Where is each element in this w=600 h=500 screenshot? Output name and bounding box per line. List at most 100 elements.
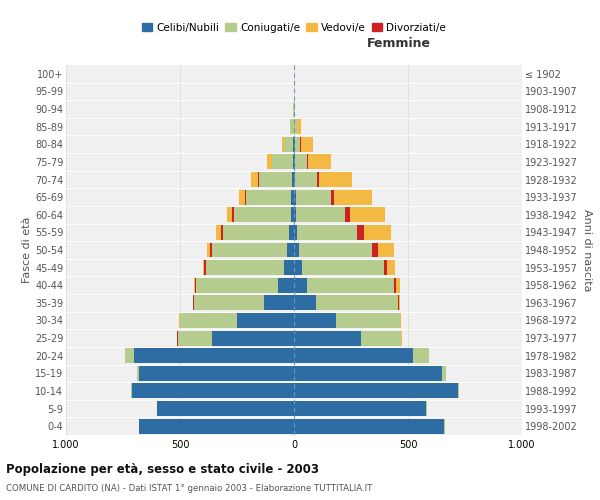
- Bar: [295, 154, 307, 170]
- Bar: [294, 137, 295, 152]
- Bar: [284, 260, 294, 275]
- Bar: [205, 260, 206, 275]
- Bar: [357, 225, 364, 240]
- Bar: [319, 172, 352, 187]
- Bar: [290, 208, 294, 222]
- Bar: [295, 172, 317, 187]
- Bar: [212, 242, 287, 258]
- Bar: [137, 366, 139, 381]
- Text: Femmine: Femmine: [367, 37, 431, 50]
- Bar: [157, 401, 294, 416]
- Bar: [294, 260, 302, 275]
- Bar: [259, 172, 292, 187]
- Bar: [384, 260, 388, 275]
- Bar: [388, 260, 395, 275]
- Bar: [296, 208, 346, 222]
- Bar: [223, 225, 289, 240]
- Bar: [282, 137, 284, 152]
- Bar: [194, 278, 195, 292]
- Bar: [178, 330, 212, 345]
- Bar: [221, 225, 223, 240]
- Bar: [278, 278, 294, 292]
- Bar: [361, 330, 401, 345]
- Text: COMUNE DI CARDITO (NA) - Dati ISTAT 1° gennaio 2003 - Elaborazione TUTTITALIA.IT: COMUNE DI CARDITO (NA) - Dati ISTAT 1° g…: [6, 484, 373, 493]
- Bar: [294, 296, 316, 310]
- Bar: [294, 242, 299, 258]
- Bar: [132, 384, 294, 398]
- Bar: [297, 225, 357, 240]
- Bar: [294, 401, 426, 416]
- Bar: [291, 190, 294, 204]
- Bar: [295, 119, 297, 134]
- Bar: [294, 313, 336, 328]
- Bar: [125, 348, 134, 363]
- Bar: [308, 154, 331, 170]
- Bar: [134, 348, 294, 363]
- Bar: [212, 330, 294, 345]
- Bar: [194, 296, 265, 310]
- Bar: [294, 384, 458, 398]
- Bar: [294, 208, 296, 222]
- Bar: [208, 242, 209, 258]
- Bar: [294, 154, 295, 170]
- Bar: [294, 418, 445, 434]
- Bar: [294, 366, 442, 381]
- Bar: [292, 172, 294, 187]
- Bar: [364, 225, 391, 240]
- Y-axis label: Anni di nascita: Anni di nascita: [581, 209, 592, 291]
- Bar: [290, 119, 293, 134]
- Bar: [294, 225, 297, 240]
- Bar: [139, 418, 294, 434]
- Bar: [294, 278, 307, 292]
- Bar: [307, 278, 394, 292]
- Bar: [193, 296, 194, 310]
- Bar: [297, 119, 301, 134]
- Bar: [346, 208, 350, 222]
- Bar: [196, 278, 278, 292]
- Bar: [233, 208, 290, 222]
- Bar: [295, 137, 301, 152]
- Bar: [307, 154, 308, 170]
- Bar: [316, 296, 398, 310]
- Bar: [287, 242, 294, 258]
- Bar: [289, 225, 294, 240]
- Bar: [350, 208, 385, 222]
- Bar: [294, 330, 361, 345]
- Bar: [301, 137, 313, 152]
- Bar: [258, 172, 259, 187]
- Bar: [372, 242, 377, 258]
- Bar: [293, 137, 294, 152]
- Bar: [317, 172, 319, 187]
- Bar: [180, 313, 237, 328]
- Bar: [217, 225, 221, 240]
- Bar: [293, 154, 294, 170]
- Y-axis label: Fasce di età: Fasce di età: [22, 217, 32, 283]
- Legend: Celibi/Nubili, Coniugati/e, Vedovi/e, Divorziati/e: Celibi/Nubili, Coniugati/e, Vedovi/e, Di…: [137, 18, 451, 36]
- Bar: [294, 172, 295, 187]
- Bar: [331, 190, 334, 204]
- Bar: [396, 278, 400, 292]
- Bar: [251, 172, 258, 187]
- Bar: [334, 190, 371, 204]
- Bar: [458, 384, 460, 398]
- Bar: [413, 348, 428, 363]
- Bar: [237, 313, 294, 328]
- Bar: [377, 242, 394, 258]
- Bar: [203, 260, 205, 275]
- Bar: [268, 154, 272, 170]
- Bar: [400, 313, 401, 328]
- Bar: [398, 296, 400, 310]
- Bar: [206, 260, 284, 275]
- Bar: [195, 278, 196, 292]
- Bar: [293, 102, 294, 116]
- Bar: [139, 366, 294, 381]
- Bar: [299, 242, 372, 258]
- Bar: [131, 384, 132, 398]
- Bar: [394, 278, 396, 292]
- Bar: [209, 242, 212, 258]
- Bar: [302, 260, 384, 275]
- Bar: [227, 208, 232, 222]
- Bar: [284, 137, 293, 152]
- Bar: [294, 348, 413, 363]
- Bar: [294, 190, 296, 204]
